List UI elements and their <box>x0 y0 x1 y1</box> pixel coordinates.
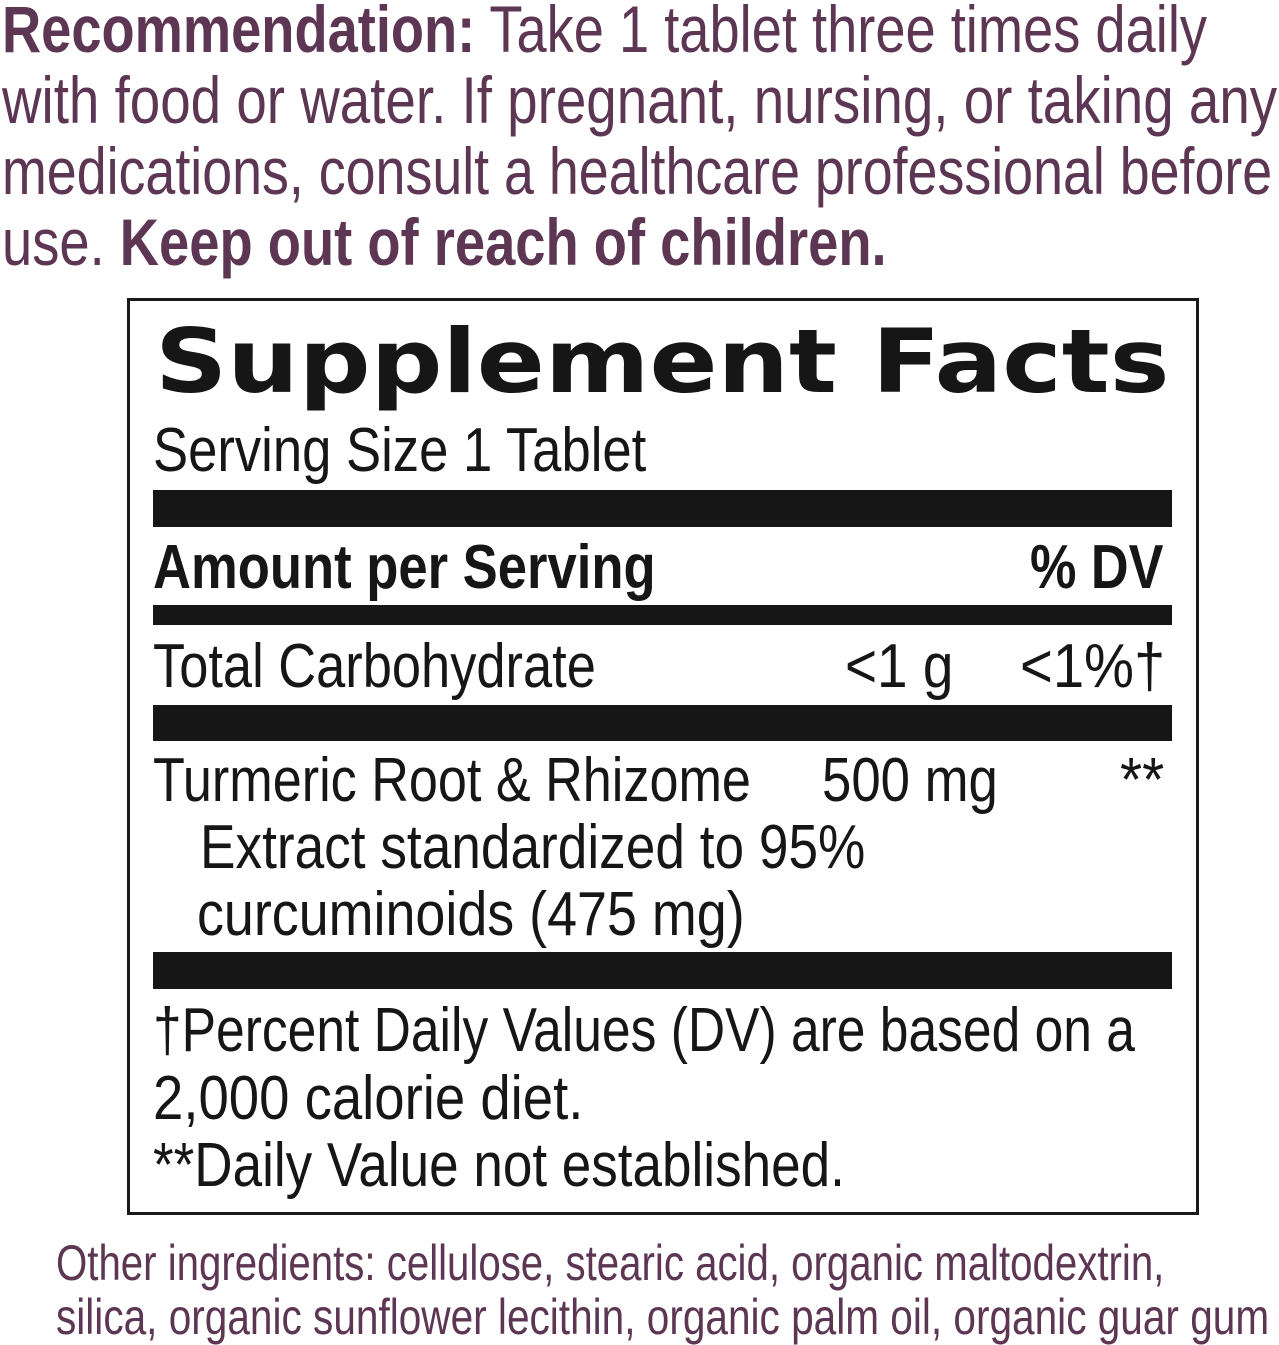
nutrient-dv: <1%† <box>1020 632 1166 701</box>
header-dv: % DV <box>1030 533 1164 602</box>
recommendation-line-3: medications, consult a healthcare profes… <box>2 134 1273 208</box>
header-amount: Amount per Serving <box>153 533 656 602</box>
other-ingredients-line-1: Other ingredients: cellulose, stearic ac… <box>56 1235 1165 1291</box>
recommendation-label: Recommendation: <box>2 0 476 66</box>
nutrient-dv: ** <box>1120 746 1165 815</box>
recommendation-line-4: use. Keep out of reach of children. <box>2 205 887 279</box>
divider-bar <box>153 952 1172 989</box>
nutrient-detail: Extract standardized to 95% <box>200 813 866 882</box>
nutrient-amount: <1 g <box>845 632 954 701</box>
serving-size: Serving Size 1 Tablet <box>153 416 647 485</box>
footnote-dv: †Percent Daily Values (DV) are based on … <box>153 996 1135 1065</box>
warning-text: Keep out of reach of children. <box>119 205 887 279</box>
facts-title: Supplement Facts <box>155 310 1170 413</box>
footnote-dv-cont: 2,000 calorie diet. <box>153 1064 584 1133</box>
footnote-not-established: **Daily Value not established. <box>153 1131 845 1200</box>
nutrient-name: Total Carbohydrate <box>153 632 596 701</box>
nutrient-amount: 500 mg <box>822 746 998 815</box>
supplement-facts-panel <box>127 298 1199 1215</box>
recommendation-line-2: with food or water. If pregnant, nursing… <box>2 63 1278 137</box>
divider-bar <box>153 490 1172 527</box>
nutrient-detail: curcuminoids (475 mg) <box>197 880 745 949</box>
divider-bar <box>153 705 1172 741</box>
recommendation-line-1: Recommendation: Take 1 tablet three time… <box>2 0 1207 62</box>
divider-bar <box>153 605 1172 625</box>
nutrient-name: Turmeric Root & Rhizome <box>153 746 751 815</box>
other-ingredients-line-2: silica, organic sunflower lecithin, orga… <box>56 1289 1270 1345</box>
